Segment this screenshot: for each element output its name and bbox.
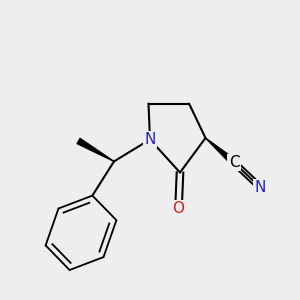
Text: N: N	[144, 132, 156, 147]
Polygon shape	[206, 138, 236, 165]
Polygon shape	[77, 138, 114, 161]
Text: O: O	[172, 201, 184, 216]
Text: C: C	[229, 155, 239, 170]
Text: N: N	[255, 180, 266, 195]
